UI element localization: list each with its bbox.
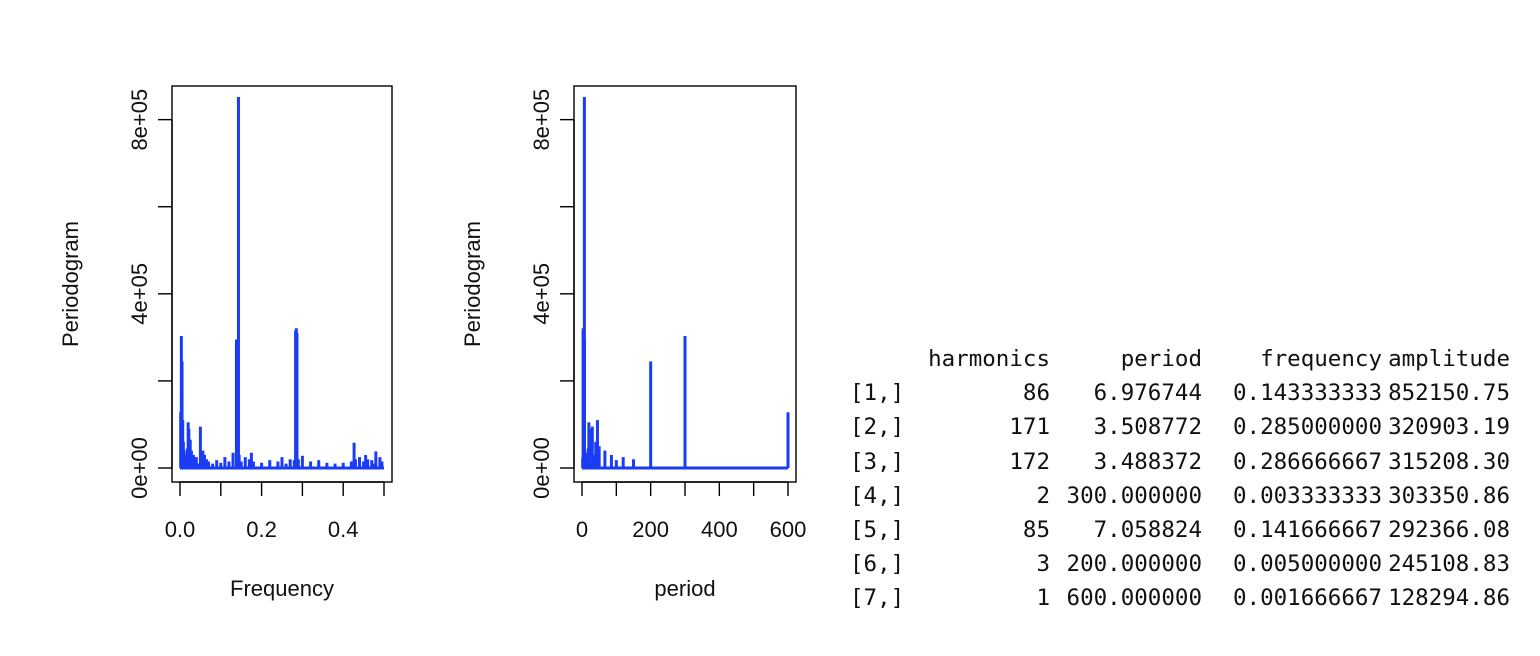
table-row-label: [2,] bbox=[850, 414, 905, 441]
y-axis-label: Periodogram bbox=[58, 221, 83, 347]
table-row-label: [7,] bbox=[850, 585, 905, 612]
table-cell-harmonics: 3 bbox=[1036, 551, 1050, 578]
table-row: [6,] 3 200.000000 0.005000000 245108.83 bbox=[850, 547, 1510, 581]
series-spikes bbox=[179, 97, 384, 470]
table-cell-period: 200.000000 bbox=[1066, 551, 1202, 578]
table-cell-period: 600.000000 bbox=[1066, 585, 1202, 612]
table-row: [7,] 1 600.000000 0.001666667 128294.86 bbox=[850, 581, 1510, 615]
y-tick-label: 8e+05 bbox=[529, 89, 554, 151]
y-tick-label: 4e+05 bbox=[529, 263, 554, 325]
table-header-amplitude: amplitude bbox=[1388, 346, 1510, 372]
table-cell-harmonics: 1 bbox=[1036, 585, 1050, 612]
harmonics-table: harmonics period frequency amplitude [1,… bbox=[850, 342, 1510, 616]
x-axis-label: period bbox=[654, 576, 715, 601]
x-tick-label: 400 bbox=[701, 517, 738, 542]
y-tick-label: 4e+05 bbox=[127, 263, 152, 325]
table-cell-frequency: 0.001666667 bbox=[1232, 585, 1382, 612]
table-cell-harmonics: 2 bbox=[1036, 482, 1050, 509]
x-tick-label: 0.4 bbox=[328, 517, 359, 542]
x-tick-label: 600 bbox=[770, 517, 807, 542]
table-cell-amplitude: 128294.86 bbox=[1388, 585, 1510, 612]
table-row-label: [6,] bbox=[850, 551, 905, 578]
x-tick-label: 0.2 bbox=[246, 517, 277, 542]
table-row-label: [3,] bbox=[850, 448, 905, 475]
table-row: [5,] 85 7.058824 0.141666667 292366.08 bbox=[850, 513, 1510, 547]
table-cell-frequency: 0.285000000 bbox=[1232, 414, 1382, 441]
table-cell-harmonics: 86 bbox=[1022, 380, 1050, 407]
table-row: [1,] 86 6.976744 0.143333333 852150.75 bbox=[850, 376, 1510, 410]
table-row-label: [4,] bbox=[850, 482, 905, 509]
table-row: [4,] 2 300.000000 0.003333333 303350.86 bbox=[850, 479, 1510, 513]
table-header-period: period bbox=[1120, 346, 1202, 372]
x-axis-label: Frequency bbox=[230, 576, 334, 601]
series-spikes bbox=[581, 97, 790, 470]
y-tick-label: 0e+00 bbox=[529, 437, 554, 499]
table-cell-period: 3.488372 bbox=[1093, 448, 1202, 475]
chart-1: 0.0 0.2 0.4 0e+00 4e+05 8e+05 Frequency Periodo… bbox=[58, 85, 393, 601]
table-header-harmonics: harmonics bbox=[928, 346, 1050, 372]
table-cell-frequency: 0.003333333 bbox=[1232, 482, 1382, 509]
table-cell-frequency: 0.141666667 bbox=[1232, 516, 1382, 543]
table-cell-period: 6.976744 bbox=[1093, 380, 1202, 407]
x-tick-label: 0 bbox=[576, 517, 588, 542]
table-row: [3,] 172 3.488372 0.286666667 315208.30 bbox=[850, 445, 1510, 479]
table-cell-harmonics: 85 bbox=[1022, 516, 1050, 543]
table-header-row: harmonics period frequency amplitude bbox=[850, 342, 1510, 376]
table-header-frequency: frequency bbox=[1260, 346, 1382, 372]
table-cell-amplitude: 852150.75 bbox=[1388, 380, 1510, 407]
table-cell-period: 3.508772 bbox=[1093, 414, 1202, 441]
table-body: [1,] 86 6.976744 0.143333333 852150.75 [2,] 17… bbox=[850, 376, 1510, 615]
y-tick-label: 0e+00 bbox=[127, 437, 152, 499]
y-axis-label: Periodogram bbox=[460, 221, 485, 347]
table-cell-amplitude: 320903.19 bbox=[1388, 414, 1510, 441]
table-row-label: [1,] bbox=[850, 380, 905, 407]
x-tick-label: 0.0 bbox=[165, 517, 196, 542]
table-cell-harmonics: 172 bbox=[1009, 448, 1050, 475]
table-cell-frequency: 0.005000000 bbox=[1232, 551, 1382, 578]
table-cell-frequency: 0.143333333 bbox=[1232, 380, 1382, 407]
plot-frame bbox=[171, 85, 393, 483]
table-cell-period: 300.000000 bbox=[1066, 482, 1202, 509]
table-cell-amplitude: 303350.86 bbox=[1388, 482, 1510, 509]
table-row: [2,] 171 3.508772 0.285000000 320903.19 bbox=[850, 410, 1510, 444]
table-cell-frequency: 0.286666667 bbox=[1232, 448, 1382, 475]
chart-2: 0 200 400 600 0e+00 4e+05 8e+05 period Periodogr… bbox=[460, 85, 807, 601]
table-row-label: [5,] bbox=[850, 516, 905, 543]
y-tick-label: 8e+05 bbox=[127, 89, 152, 151]
table-cell-amplitude: 315208.30 bbox=[1388, 448, 1510, 475]
table-cell-harmonics: 171 bbox=[1009, 414, 1050, 441]
x-tick-label: 200 bbox=[632, 517, 669, 542]
table-cell-period: 7.058824 bbox=[1093, 516, 1202, 543]
table-cell-amplitude: 292366.08 bbox=[1388, 516, 1510, 543]
table-cell-amplitude: 245108.83 bbox=[1388, 551, 1510, 578]
